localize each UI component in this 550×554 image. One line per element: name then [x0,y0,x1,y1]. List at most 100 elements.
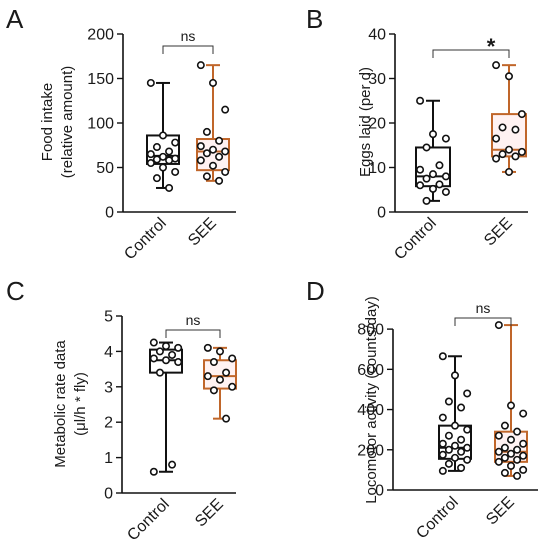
y-tick-label: 0 [377,205,386,222]
data-point [444,459,453,468]
data-point [159,131,168,140]
y-axis-title: Metabolic rate data [52,340,69,468]
data-point [463,443,472,452]
y-tick-label: 0 [375,483,384,500]
data-point [215,152,224,161]
significance-label: ns [476,300,491,316]
panel-b: B 0 10 20 30 40 Eggs laid (per d) * Control SEE [306,4,528,263]
data-point [416,165,425,174]
y-axis-title: Eggs laid (per d) [357,67,374,177]
data-point [215,176,224,185]
y-tick-label: 4 [104,344,113,361]
data-point [506,461,515,470]
data-point [519,451,528,460]
x-category-label: Control [391,215,439,263]
box-see [203,343,237,423]
y-tick-label: 5 [104,309,113,326]
panel-a: A 0 50 100 150 200 Food intake (relative amount… [6,4,236,263]
data-point [450,441,459,450]
data-point [159,163,168,172]
data-point [504,145,513,154]
data-point [506,449,515,458]
data-point [209,386,218,395]
data-point [203,343,212,352]
data-point [492,134,501,143]
box-control [146,78,180,192]
data-point [174,343,183,352]
data-point [221,105,230,114]
y-tick-label: 600 [357,362,384,379]
data-point [221,147,230,156]
data-point [209,145,218,154]
data-point [457,403,466,412]
data-point [435,161,444,170]
data-point [517,147,526,156]
y-tick-label: 10 [368,160,386,177]
data-point [155,347,164,356]
data-point [500,443,509,452]
data-point [463,425,472,434]
y-tick-label: 2 [104,415,113,432]
data-point [500,468,509,477]
data-point [457,463,466,472]
y-tick-label: 200 [87,27,114,44]
y-axis-title: Locomotor activity (counts/day) [363,296,380,504]
data-point [422,174,431,183]
data-point [152,143,161,152]
data-point [428,184,437,193]
y-tick-label: 3 [104,379,113,396]
data-point [428,130,437,139]
data-point [209,78,218,87]
data-point [444,431,453,440]
box-control [438,352,472,475]
data-point [422,143,431,152]
data-point [203,372,212,381]
box-see [491,61,527,176]
x-category-label: SEE [192,496,227,531]
data-point [494,457,503,466]
data-point [513,427,522,436]
data-point [441,134,450,143]
data-point [519,465,528,474]
data-point [438,450,447,459]
data-point [519,409,528,418]
data-point [152,174,161,183]
data-point [162,342,171,351]
panel-c: C 0 1 2 3 4 5 Metabolic rate data (μl/h * fly) ns… [6,276,237,544]
data-point [165,147,174,156]
data-point [202,127,211,136]
data-point [438,439,447,448]
data-point [168,350,177,359]
data-point [202,172,211,181]
data-point [444,397,453,406]
y-tick-label: 0 [104,486,113,503]
data-point [149,338,158,347]
significance-bracket [454,317,512,326]
y-tick-label: 50 [96,160,114,177]
box-see [494,321,528,480]
box-see [196,61,230,185]
data-point [513,455,522,464]
significance-bracket [432,49,510,58]
x-category-label: Control [124,496,172,544]
data-point [511,125,520,134]
data-point [438,352,447,361]
y-tick-label: 150 [87,71,114,88]
panel-letter: A [6,4,24,34]
x-category-label: Control [121,215,169,263]
data-point [513,445,522,454]
data-point [216,375,225,384]
data-point [463,389,472,398]
data-point [202,149,211,158]
significance-bracket [165,329,221,338]
data-point [498,123,507,132]
data-point [438,413,447,422]
data-point [450,453,459,462]
data-point [171,167,180,176]
data-point [494,447,503,456]
data-point [444,445,453,454]
data-point [215,136,224,145]
x-category-label: Control [413,494,461,542]
y-tick-label: 400 [357,402,384,419]
data-point [416,181,425,190]
